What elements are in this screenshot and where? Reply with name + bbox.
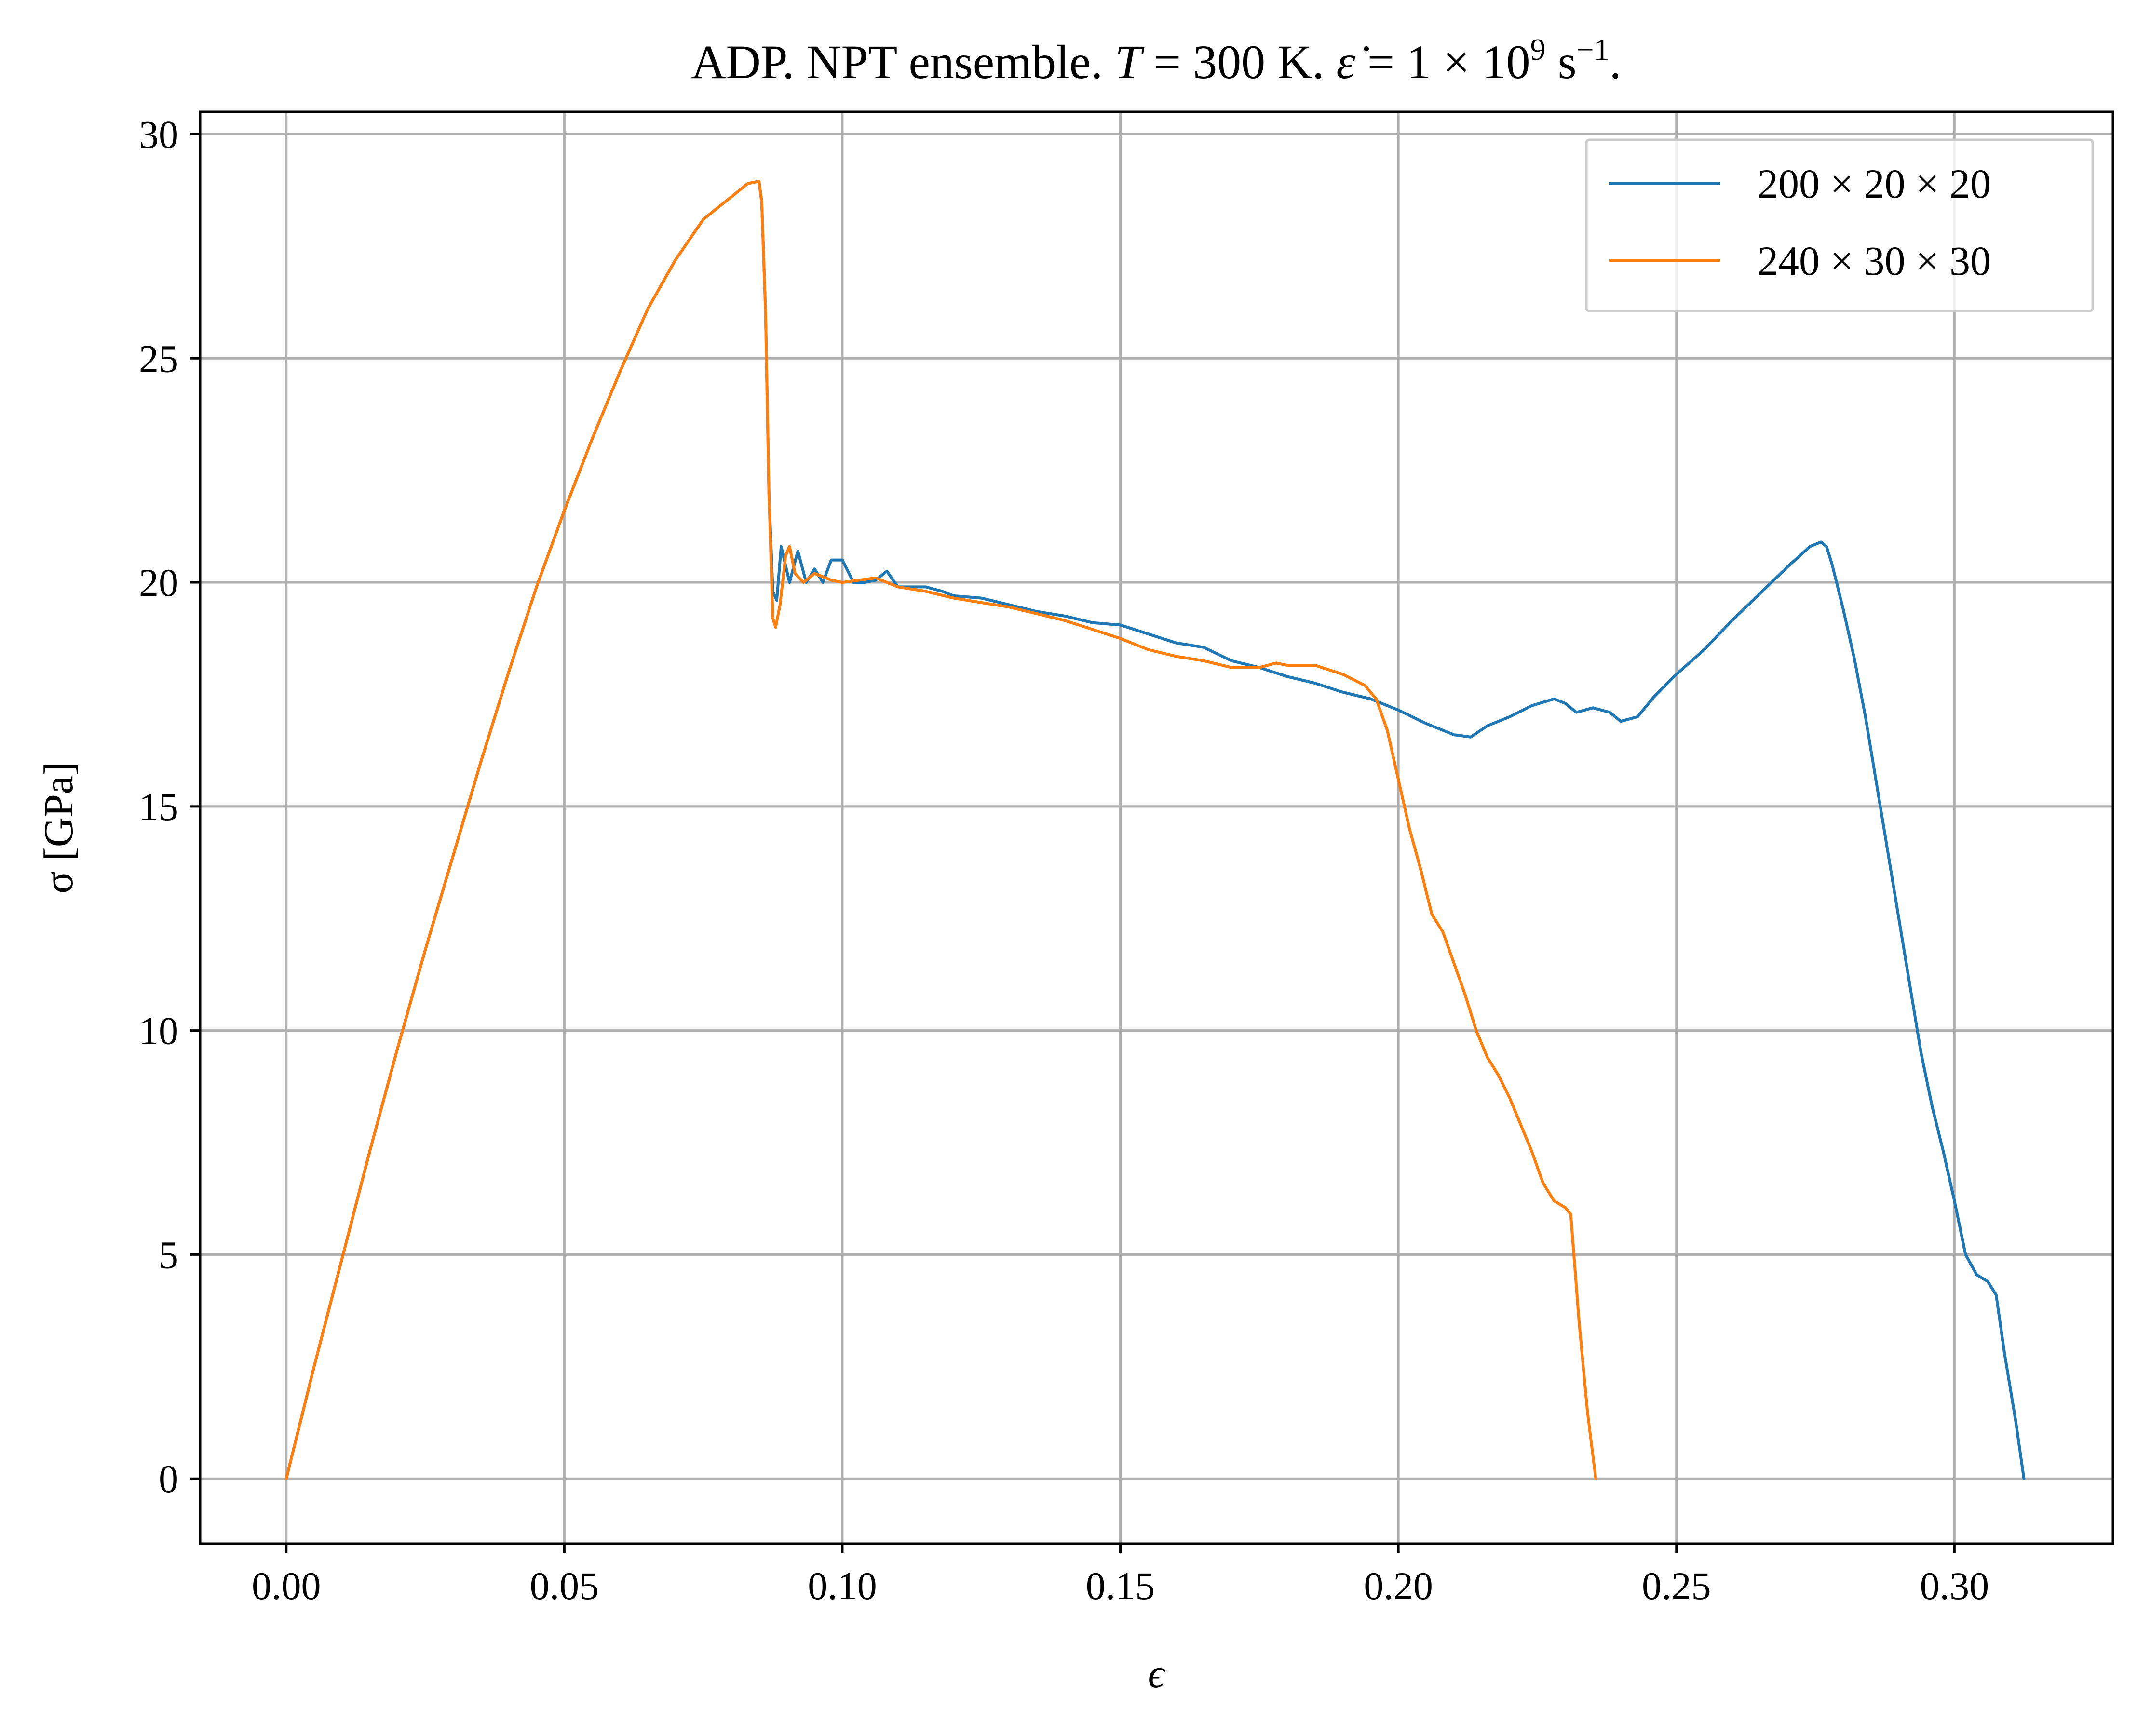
x-tick-label-0: 0.00 xyxy=(252,1564,321,1608)
x-tick-label-6: 0.30 xyxy=(1920,1564,1989,1608)
plot-series xyxy=(284,180,2026,1480)
x-tick-label-3: 0.15 xyxy=(1086,1564,1155,1608)
y-tick-label-6: 30 xyxy=(139,112,178,156)
y-tick-label-4: 20 xyxy=(139,561,178,605)
chart-title: ADP. NPT ensemble. T = 300 K. ε̇ = 1 × 1… xyxy=(691,32,1621,89)
grid-lines xyxy=(200,112,2113,1544)
legend-label-series-1: 200 × 20 × 20 xyxy=(1758,161,1991,207)
x-tick-label-4: 0.20 xyxy=(1364,1564,1433,1608)
y-tick-label-5: 25 xyxy=(139,336,178,380)
plot-frame xyxy=(199,110,2114,1545)
x-tick-label-2: 0.10 xyxy=(808,1564,877,1608)
y-tick-label-2: 10 xyxy=(139,1009,178,1053)
x-tick-label-1: 0.05 xyxy=(530,1564,599,1608)
x-tick-label-5: 0.25 xyxy=(1642,1564,1711,1608)
y-tick-label-0: 0 xyxy=(159,1457,178,1501)
legend-label-series-2: 240 × 30 × 30 xyxy=(1758,238,1991,284)
y-tick-label-3: 15 xyxy=(139,785,178,829)
legend: 200 × 20 × 20 240 × 30 × 30 xyxy=(1585,138,2094,312)
x-axis-label: ϵ xyxy=(1148,1650,1166,1696)
y-tick-label-1: 5 xyxy=(159,1233,178,1277)
y-axis-label: σ [GPa] xyxy=(35,762,81,893)
series-line-2 xyxy=(284,180,1597,1480)
axis-ticks: 0.00 0.05 0.10 0.15 0.20 0.25 0.30 0 5 10 15 20 25 30 xyxy=(139,112,1989,1608)
